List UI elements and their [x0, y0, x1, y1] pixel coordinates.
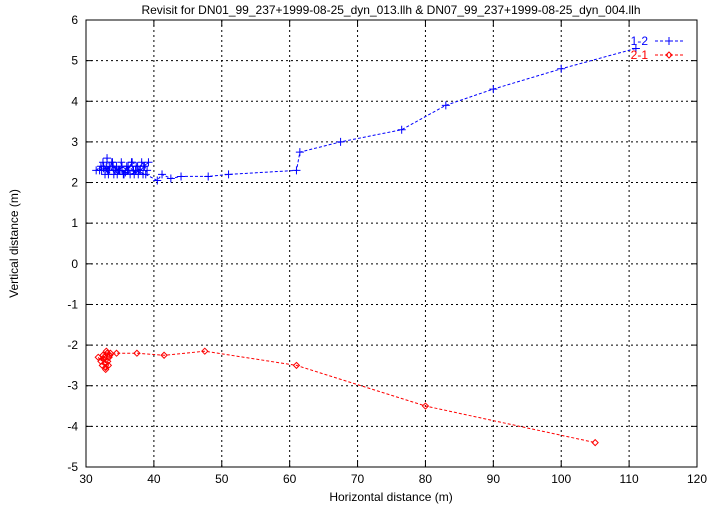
x-tick-label: 60: [283, 472, 297, 486]
x-tick-label: 50: [215, 472, 229, 486]
data-point: [117, 158, 126, 167]
data-point: [144, 158, 153, 167]
data-point: [121, 168, 130, 177]
data-point: [98, 158, 107, 167]
data-point: [108, 158, 117, 167]
data-point: [106, 351, 114, 359]
x-tick-label: 110: [620, 472, 639, 486]
data-point: [421, 402, 430, 410]
y-tick-label: 0: [71, 257, 78, 271]
data-point: [143, 166, 152, 175]
grid: [86, 20, 697, 467]
y-axis-label: Vertical distance (m): [7, 189, 21, 298]
legend-label: 1-2: [631, 34, 649, 48]
data-point: [126, 170, 135, 179]
chart-title: Revisit for DN01_99_237+1999-08-25_dyn_0…: [141, 3, 640, 17]
data-point: [97, 166, 106, 175]
data-point: [441, 101, 450, 110]
data-point: [134, 170, 143, 179]
data-point: [295, 148, 304, 157]
y-tick-label: 4: [71, 94, 78, 108]
data-point: [204, 172, 213, 181]
data-point: [112, 349, 121, 357]
y-tick-label: -1: [67, 297, 78, 311]
y-tick-label: 2: [71, 176, 78, 190]
data-point: [105, 162, 114, 171]
x-tick-label: 70: [351, 472, 365, 486]
series-line: [95, 47, 637, 182]
data-point: [591, 438, 599, 447]
data-point: [137, 158, 146, 167]
plot-frame: [85, 19, 698, 468]
x-tick-label: 40: [147, 472, 161, 486]
data-point: [177, 172, 186, 181]
data-point: [133, 349, 141, 357]
y-tick-label: -2: [67, 338, 78, 352]
data-point: [397, 125, 406, 134]
x-tick-label: 90: [487, 472, 501, 486]
data-point: [153, 176, 162, 185]
series-2-1: [94, 347, 599, 447]
series-1-2: [92, 44, 640, 185]
data-point: [98, 361, 107, 370]
data-point: [160, 351, 168, 359]
data-point: [94, 353, 102, 361]
legend-marker: [665, 51, 673, 59]
data-point: [166, 174, 175, 183]
data-point: [103, 154, 112, 163]
legend: 1-22-1: [631, 34, 683, 62]
data-point: [106, 349, 115, 357]
data-point: [102, 347, 111, 355]
y-tick-label: 1: [71, 216, 78, 230]
legend-label: 2-1: [631, 48, 649, 62]
series-line: [97, 349, 596, 444]
x-tick-label: 80: [419, 472, 433, 486]
data-point: [631, 44, 640, 53]
y-tick-label: 5: [71, 54, 78, 68]
data-point: [131, 166, 140, 175]
y-tick-label: -4: [67, 419, 78, 433]
data-point: [100, 353, 109, 361]
x-tick-label: 30: [79, 472, 93, 486]
data-point: [224, 170, 233, 179]
data-point: [292, 166, 301, 175]
legend-marker: [665, 37, 673, 45]
data-point: [111, 166, 120, 175]
x-axis-label: Horizontal distance (m): [329, 490, 452, 504]
x-tick-label: 120: [687, 472, 707, 486]
data-point: [141, 170, 150, 179]
data-point: [102, 164, 111, 173]
data-point: [139, 162, 148, 171]
data-point: [104, 170, 113, 179]
y-tick-label: -5: [67, 460, 78, 474]
data-point: [128, 158, 137, 167]
x-tick-label: 100: [551, 472, 571, 486]
data-point: [489, 85, 498, 94]
data-point: [124, 162, 133, 171]
data-point: [158, 170, 167, 179]
y-tick-label: 6: [71, 13, 78, 27]
data-point: [101, 363, 110, 372]
series: [92, 44, 640, 447]
data-point: [104, 357, 112, 366]
data-point: [336, 137, 345, 146]
data-point: [119, 170, 128, 179]
y-tick-label: 3: [71, 135, 78, 149]
axis-ticks: 30 40 50 60 70 80 90 100 110 120 -5 -4 -3 -2 -1 0 1 2 3 4 5 6: [67, 13, 707, 486]
y-tick-label: -3: [67, 379, 78, 393]
data-point: [557, 64, 566, 73]
data-point: [292, 361, 301, 370]
data-point: [201, 347, 209, 355]
